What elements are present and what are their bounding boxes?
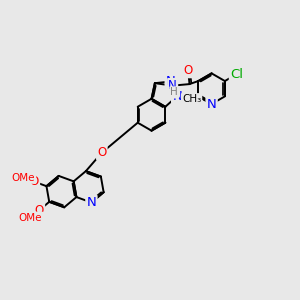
Text: N: N bbox=[166, 75, 175, 88]
Text: OMe: OMe bbox=[19, 213, 42, 223]
Text: O: O bbox=[184, 64, 193, 77]
Text: O: O bbox=[30, 175, 39, 188]
Text: N: N bbox=[168, 79, 177, 92]
Text: O: O bbox=[97, 146, 106, 159]
Text: CH₃: CH₃ bbox=[182, 94, 201, 104]
Text: O: O bbox=[35, 204, 44, 217]
Text: N: N bbox=[207, 98, 217, 110]
Text: N: N bbox=[87, 196, 96, 209]
Text: H: H bbox=[170, 87, 178, 98]
Text: N: N bbox=[172, 90, 182, 103]
Text: Cl: Cl bbox=[230, 68, 243, 81]
Text: OMe: OMe bbox=[12, 173, 35, 183]
